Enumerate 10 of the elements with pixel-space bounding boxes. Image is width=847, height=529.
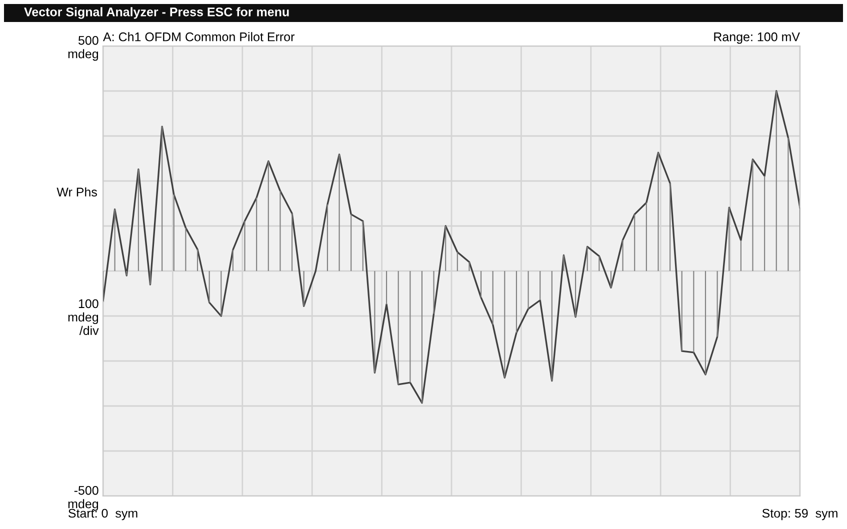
y-tick-label: -500 mdeg bbox=[68, 486, 98, 511]
text: Range: 100 mV bbox=[714, 32, 800, 44]
x-tick-label: Stop: 59 sym bbox=[762, 508, 838, 520]
x-tick-label: Start: 0 sym bbox=[68, 508, 138, 520]
y-axis-title: Wr Phs bbox=[56, 187, 97, 197]
chart-title: A: Ch1 OFDM Common Pilot Error bbox=[103, 32, 294, 42]
y-tick-label: 100 mdeg /div bbox=[68, 299, 99, 336]
text: Vector Signal Analyzer - Press ESC for menu bbox=[24, 7, 289, 19]
y-tick-label: 500 mdeg bbox=[68, 36, 98, 61]
line-series bbox=[103, 90, 800, 404]
